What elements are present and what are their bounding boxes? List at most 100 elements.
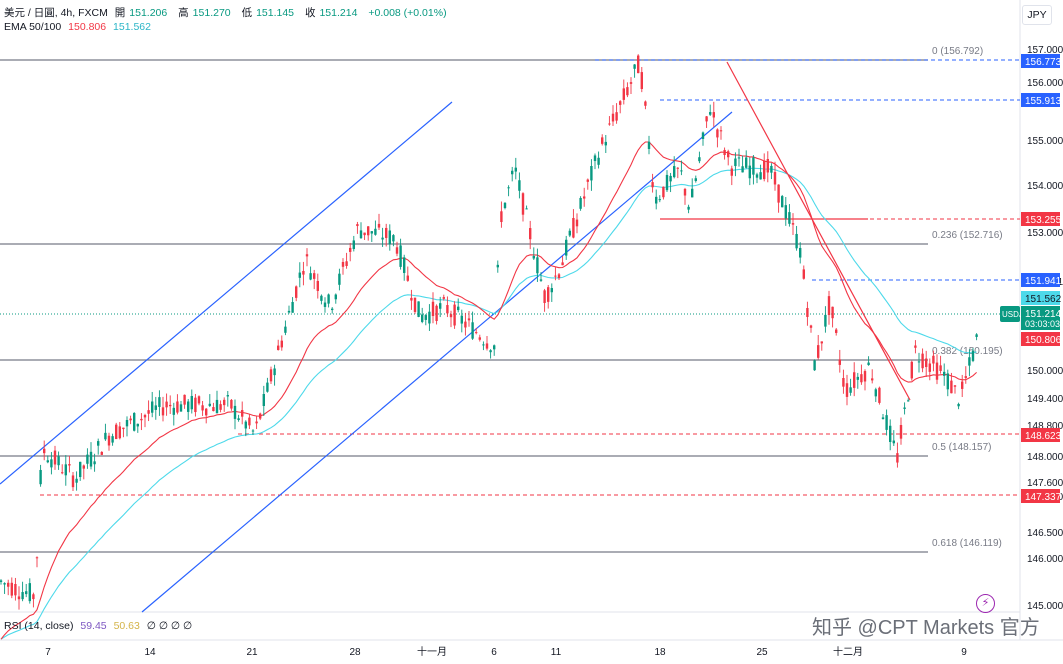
candle-body [885,415,888,430]
candle-body [896,453,899,463]
candle-body [215,399,219,414]
candle-body [557,274,561,279]
candle-body [676,167,679,169]
candle-body [50,459,53,468]
rsi-legend: RSI (14, close) 59.45 50.63 ∅ ∅ ∅ ∅ [4,620,196,632]
candle-body [431,301,435,317]
candle-body [835,329,838,333]
candle-body [53,450,57,465]
candle-body [381,237,384,240]
price-badge-label: 156.773 [1025,57,1062,68]
candle-body [719,130,723,132]
candle-body [187,401,190,412]
candle-body [331,308,334,311]
candle-body [320,295,323,301]
candle-body [86,454,89,464]
candle-body [248,417,251,426]
candle-body [392,235,395,242]
candle-body [43,448,46,454]
candle-body [467,318,471,321]
candle-body [964,376,967,378]
candle-body [669,175,672,182]
y-tick-label: 156.000 [1027,78,1063,89]
candle-body [370,231,373,234]
candle-body [115,424,118,440]
candle-body [251,430,255,432]
candle-body [133,413,136,431]
watermark-text: 知乎 @CPT Markets 官方 [812,617,1040,639]
candle-body [169,404,172,407]
candle-body [935,362,939,380]
candle-body [907,400,910,402]
candle-body [259,413,262,419]
candle-body [799,247,802,258]
candle-body [367,226,370,236]
x-tick-label: 14 [144,647,156,658]
currency-button[interactable]: JPY [1022,5,1052,25]
symbol-legend: 美元 / 日圓, 4h, FXCM 開 151.206 高 151.270 低 151… [4,5,451,20]
candle-body [356,224,359,227]
candle-body [550,288,553,293]
lightning-icon[interactable]: ⚡ [976,594,995,613]
candle-body [773,172,777,185]
candle-body [791,223,795,225]
candle-body [212,407,215,412]
candle-body [439,303,442,309]
candle-body [395,247,399,254]
candle-body [845,383,849,397]
x-tick-label: 21 [246,647,258,658]
candle-body [287,310,291,313]
candle-body [867,362,870,366]
candle-body [500,211,503,223]
candle-body [525,208,528,210]
candle-body [172,407,175,415]
candle-body [475,332,478,334]
ema-lines [0,141,977,640]
y-tick-label: 146.500 [1027,528,1063,539]
candle-body [154,405,157,410]
candle-body [532,255,535,259]
candle-body [244,421,247,429]
candle-body [820,341,823,344]
candle-body [928,363,931,372]
candle-body [651,182,654,188]
candle-body [97,441,100,446]
candle-body [3,583,6,585]
candle-body [471,322,474,339]
candle-body [741,166,744,173]
candle-body [255,421,258,424]
ema100-value: 151.562 [113,21,151,33]
price-badge-label: 151.562 [1025,294,1062,305]
candle-body [118,426,121,439]
symbol-badge-label: USDJPY [1002,310,1034,319]
price-badge-label: 150.806 [1025,335,1062,346]
candle-body [658,199,661,201]
candle-body [291,302,294,313]
candle-body [14,583,17,596]
candle-body [734,158,737,167]
candle-body [590,166,593,181]
candle-body [442,297,445,299]
candle-body [856,376,859,380]
candle-body [813,360,816,371]
candle-body [183,394,186,405]
candle-body [640,72,643,89]
candle-body [89,451,93,467]
candle-body [511,170,514,175]
candle-body [554,275,557,277]
ema100-line [0,167,977,640]
candle-body [673,166,676,178]
candle-body [457,306,460,311]
candle-body [305,254,309,257]
candle-body [125,420,129,427]
candle-body [424,315,427,320]
candle-body [136,423,139,427]
candle-body [503,202,507,209]
change-value: +0.008 (+0.01%) [368,7,447,19]
candle-body [446,305,449,314]
chart-grid [0,0,1063,641]
candle-body [932,355,935,364]
x-tick-label: 25 [756,647,768,658]
candle-body [161,407,165,416]
